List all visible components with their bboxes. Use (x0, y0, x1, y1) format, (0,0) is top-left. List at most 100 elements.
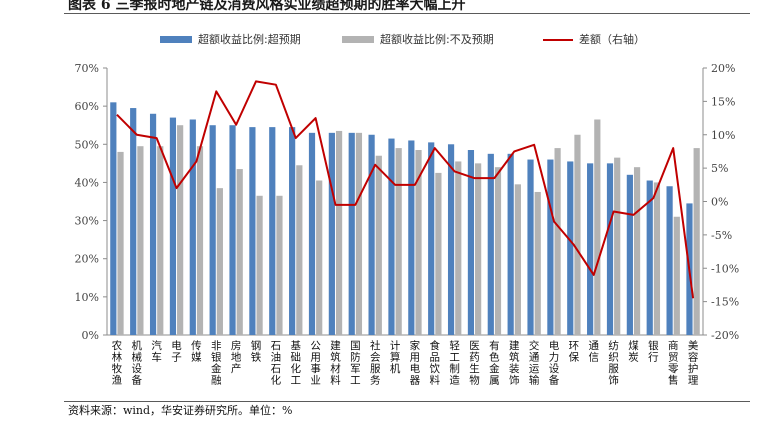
category-label-char: 石 (271, 363, 282, 375)
left-tick-label: 40% (75, 176, 99, 189)
title-rule (64, 13, 750, 14)
right-tick-label: 20% (711, 62, 735, 75)
bar-beat (169, 117, 177, 335)
category-label-char: 色 (489, 351, 500, 364)
category-label-char: 防 (350, 351, 361, 364)
bar-miss (236, 169, 243, 335)
bar-miss (534, 191, 541, 335)
bar-miss (614, 157, 621, 335)
bar-beat (209, 125, 216, 335)
category-label-char: 品 (430, 352, 441, 364)
bar-beat (368, 134, 375, 335)
right-tick-label: 5% (711, 162, 728, 175)
bar-beat (408, 140, 415, 335)
legend-label-beat: 超额收益比例:超预期 (198, 32, 301, 46)
category-label-char: 社 (370, 339, 381, 352)
category-label-char: 渔 (112, 375, 123, 387)
category-label-char: 料 (430, 374, 441, 387)
category-label-char: 筑 (509, 351, 520, 364)
bar-miss (276, 195, 283, 335)
bar-beat (666, 186, 673, 335)
category-label-char: 机 (132, 339, 143, 352)
bar-miss (494, 167, 502, 335)
bar-beat (189, 119, 196, 335)
category-label-char: 工 (449, 352, 460, 364)
category-label-char: 铁 (251, 351, 262, 364)
bar-miss (117, 151, 124, 335)
category-label-char: 林 (112, 351, 123, 364)
category-label-char: 服 (370, 363, 381, 375)
bar-miss (355, 132, 363, 335)
bar-beat (447, 144, 455, 335)
category-label-char: 保 (569, 351, 580, 364)
category-label-char: 化 (271, 374, 282, 387)
bar-miss (256, 195, 263, 335)
bar-beat (348, 132, 355, 335)
left-tick-label: 0% (82, 329, 99, 342)
category-label-char: 通 (588, 340, 599, 352)
legend-swatch-miss (342, 36, 374, 43)
bar-beat (130, 108, 137, 335)
bar-miss (296, 165, 303, 335)
bar-miss (514, 184, 521, 335)
category-label-char: 护 (688, 362, 699, 375)
bar-miss (653, 182, 661, 335)
bar-beat (388, 138, 395, 335)
category-label-char: 物 (469, 374, 480, 387)
category-label-char: 设 (549, 363, 560, 375)
category-label-char: 械 (132, 351, 143, 364)
diff-line (116, 80, 695, 299)
category-label-char: 石 (271, 340, 282, 352)
category-label-char: 算 (390, 351, 401, 364)
bar-beat (626, 174, 633, 335)
legend-label-miss: 超额收益比例:不及预期 (380, 32, 494, 46)
right-tick-label: -15% (711, 296, 739, 309)
bar-miss (335, 130, 343, 335)
bar-miss (594, 119, 601, 335)
category-label-char: 贸 (668, 352, 679, 364)
category-label-char: 环 (569, 340, 580, 352)
right-tick-label: 10% (711, 129, 735, 142)
category-label-char: 材 (330, 362, 341, 375)
category-label-char: 交 (529, 339, 540, 352)
category-label-char: 电 (171, 339, 182, 352)
category-label-char: 电 (549, 339, 560, 352)
category-label-char: 金 (489, 362, 500, 375)
category-label-char: 化 (290, 362, 301, 375)
category-label-char: 基 (290, 339, 301, 352)
chart: 0% 10% 20% 30% 40% 50% 60% 70% -20% -15% -10% -5% 0%… (75, 32, 740, 387)
bar-miss (415, 150, 422, 335)
category-label-char: 备 (549, 374, 560, 387)
bar-beat (229, 125, 236, 335)
bar-miss (157, 146, 164, 335)
bar-miss (395, 148, 402, 335)
category-label-char: 家 (410, 339, 421, 352)
category-label-char: 业 (310, 375, 321, 387)
right-tick-label: -10% (711, 262, 739, 275)
chart-title: 图表 6 三季报时地产链及消费风格实业绩超预期的胜率大幅上升 (68, 0, 466, 13)
bar-beat (567, 161, 574, 335)
bar-miss (554, 148, 561, 335)
category-label-char: 公 (310, 340, 321, 352)
category-label-char: 国 (350, 340, 361, 352)
bar-miss (137, 146, 144, 335)
source-note: 资料来源：wind，华安证券研究所。单位：% (68, 404, 293, 417)
category-label-char: 织 (608, 352, 619, 364)
category-label-char: 输 (529, 374, 540, 387)
bar-beat (249, 127, 256, 335)
category-label-char: 农 (112, 339, 123, 352)
category-label-char: 务 (370, 374, 381, 387)
category-label-char: 电 (410, 362, 421, 375)
bar-beat (269, 127, 276, 335)
bar-beat (606, 163, 614, 335)
category-label-char: 售 (668, 374, 679, 387)
left-tick-label: 30% (75, 215, 99, 228)
bar-miss (177, 125, 184, 335)
category-label-char: 医 (469, 340, 480, 352)
bar-miss (475, 163, 482, 335)
category-label-char: 有 (489, 339, 500, 352)
bar-beat (487, 153, 494, 335)
bar-beat (507, 153, 514, 335)
category-label-char: 信 (588, 352, 599, 364)
left-tick-label: 70% (75, 62, 99, 75)
